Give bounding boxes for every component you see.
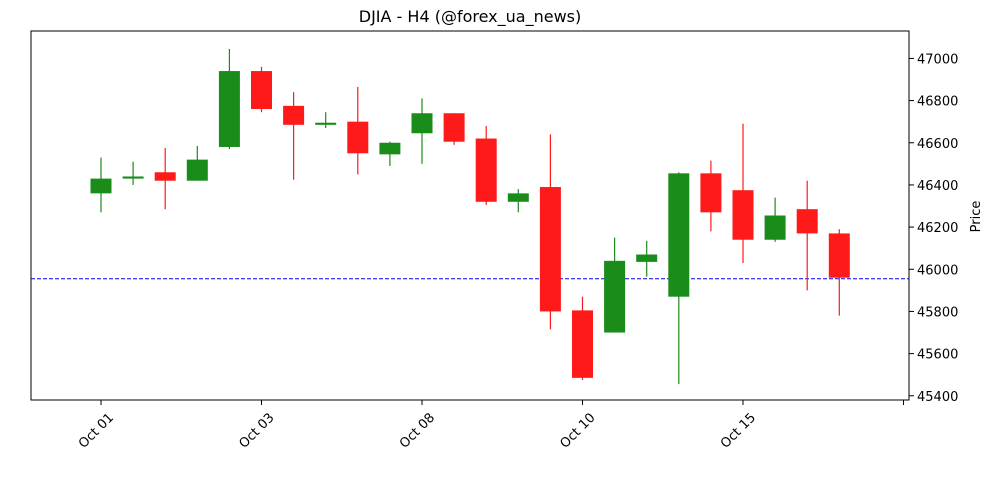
candle-body bbox=[443, 113, 465, 142]
candle bbox=[507, 189, 529, 213]
candle bbox=[796, 180, 818, 291]
plot-area-frame bbox=[30, 30, 910, 401]
candle-body bbox=[572, 310, 593, 378]
candle bbox=[636, 240, 658, 277]
y-tick-label: 46400 bbox=[917, 179, 958, 194]
candle-body bbox=[828, 233, 850, 278]
candle-body bbox=[700, 173, 722, 213]
y-tick-label: 47000 bbox=[917, 52, 958, 67]
y-tick-label: 46600 bbox=[917, 137, 958, 152]
candle-body bbox=[411, 113, 433, 134]
y-tick-label: 46800 bbox=[917, 95, 958, 110]
candle bbox=[283, 92, 305, 180]
y-axis: 45400 45600 45800 46000 46200 46400 46600 46800… bbox=[909, 52, 958, 405]
candle-body bbox=[604, 260, 626, 333]
candle-body bbox=[379, 142, 401, 155]
candle-body bbox=[186, 159, 208, 181]
candle bbox=[122, 161, 144, 185]
x-tick-label: Oct 10 bbox=[557, 410, 598, 451]
candle bbox=[475, 125, 497, 205]
candle bbox=[379, 141, 401, 166]
candle bbox=[668, 172, 690, 385]
candle-body bbox=[154, 172, 176, 181]
candle-body bbox=[507, 193, 529, 202]
candle-body bbox=[668, 173, 690, 297]
x-tick-label: Oct 03 bbox=[236, 410, 277, 451]
candle-body bbox=[283, 105, 305, 125]
y-tick-label: 45600 bbox=[917, 348, 958, 363]
candle-body bbox=[636, 254, 658, 262]
chart-title: DJIA - H4 (@forex_ua_news) bbox=[359, 7, 581, 27]
x-tick-label: Oct 15 bbox=[718, 410, 759, 451]
candle-body bbox=[251, 71, 272, 110]
candle bbox=[828, 229, 850, 316]
x-tick-label: Oct 01 bbox=[76, 410, 117, 451]
candle-body bbox=[732, 190, 754, 240]
candle bbox=[315, 112, 337, 128]
candle bbox=[218, 48, 240, 150]
y-tick-label: 45400 bbox=[917, 390, 958, 405]
y-axis-label: Price bbox=[969, 201, 984, 233]
y-tick-label: 46000 bbox=[917, 263, 958, 278]
candle bbox=[572, 296, 593, 380]
candle-body bbox=[764, 215, 786, 240]
candle bbox=[539, 134, 561, 330]
candle-body bbox=[539, 187, 561, 312]
candles-layer bbox=[90, 48, 850, 385]
candle-body bbox=[122, 176, 144, 179]
candle-body bbox=[315, 122, 337, 125]
candle bbox=[347, 86, 369, 175]
candle bbox=[700, 160, 722, 232]
candle bbox=[186, 145, 208, 181]
candle-body bbox=[90, 178, 112, 194]
candle-body bbox=[796, 209, 818, 234]
y-tick-label: 46200 bbox=[917, 221, 958, 236]
candle bbox=[90, 157, 112, 213]
candle-body bbox=[218, 71, 240, 147]
candle bbox=[764, 197, 786, 242]
candle bbox=[604, 237, 626, 333]
candle bbox=[251, 66, 272, 113]
candle bbox=[154, 148, 176, 210]
candle bbox=[411, 98, 433, 164]
candle-body bbox=[347, 121, 369, 154]
y-tick-label: 45800 bbox=[917, 305, 958, 320]
candle-body bbox=[475, 138, 497, 202]
x-tick-label: Oct 08 bbox=[397, 410, 438, 451]
candle bbox=[732, 123, 754, 263]
candle bbox=[443, 113, 465, 145]
x-axis: Oct 01 Oct 03 Oct 08 Oct 10 Oct 15 bbox=[76, 400, 904, 452]
